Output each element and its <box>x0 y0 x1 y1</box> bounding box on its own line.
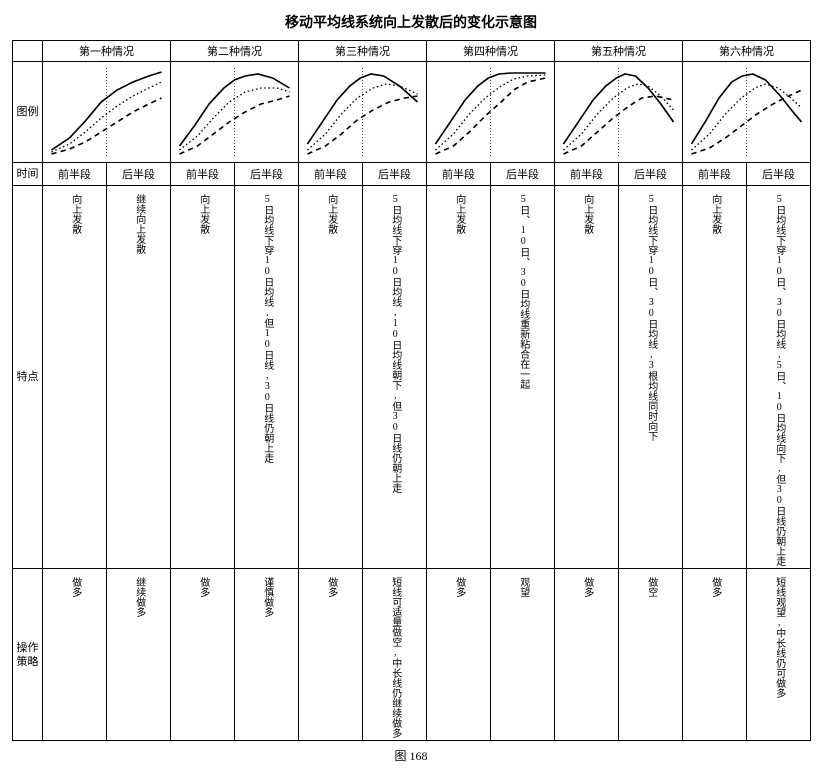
col-header-2: 第二种情况 <box>171 41 299 62</box>
chart-6 <box>683 62 811 163</box>
time-5a: 前半段 <box>555 163 619 186</box>
figure-number: 图 168 <box>12 747 810 764</box>
time-6b: 后半段 <box>747 163 811 186</box>
rowlabel-time: 时间 <box>13 163 43 186</box>
header-row: 第一种情况 第二种情况 第三种情况 第四种情况 第五种情况 第六种情况 <box>13 41 811 62</box>
feat-4b: 5日、10日、30日均线重新粘合在一起 <box>491 186 555 569</box>
feat-5a: 向上发散 <box>555 186 619 569</box>
rowlabel-chart: 图例 <box>13 62 43 163</box>
col-header-6: 第六种情况 <box>683 41 811 62</box>
strat-5b: 做空 <box>619 569 683 741</box>
time-4b: 后半段 <box>491 163 555 186</box>
strat-4b: 观望 <box>491 569 555 741</box>
feat-6b: 5日均线下穿10日、30日均线,5日、10日均线向下,但30日线仍朝上走 <box>747 186 811 569</box>
rowlabel-strategy: 操作策略 <box>13 569 43 741</box>
feat-3b: 5日均线下穿10日均线,10日均线朝下,但30日线仍朝上走 <box>363 186 427 569</box>
chart-3 <box>299 62 427 163</box>
time-6a: 前半段 <box>683 163 747 186</box>
strat-6a: 做多 <box>683 569 747 741</box>
rowlabel-feature: 特点 <box>13 186 43 569</box>
col-header-4: 第四种情况 <box>427 41 555 62</box>
feature-row: 特点 向上发散继续向上发散 向上发散5日均线下穿10日均线,但10日线,30日线… <box>13 186 811 569</box>
strat-3a: 做多 <box>299 569 363 741</box>
chart-2 <box>171 62 299 163</box>
strat-1a: 做多 <box>43 569 107 741</box>
feat-5b: 5日均线下穿10日、30日均线,3根均线同时向下 <box>619 186 683 569</box>
ma-diagram-table: 第一种情况 第二种情况 第三种情况 第四种情况 第五种情况 第六种情况 图例 时… <box>12 40 811 741</box>
page-title: 移动平均线系统向上发散后的变化示意图 <box>12 12 810 32</box>
col-header-1: 第一种情况 <box>43 41 171 62</box>
time-4a: 前半段 <box>427 163 491 186</box>
col-header-5: 第五种情况 <box>555 41 683 62</box>
chart-1 <box>43 62 171 163</box>
time-row: 时间 前半段后半段 前半段后半段 前半段后半段 前半段后半段 前半段后半段 前半… <box>13 163 811 186</box>
feat-2b: 5日均线下穿10日均线,但10日线,30日线仍朝上走 <box>235 186 299 569</box>
feat-3a: 向上发散 <box>299 186 363 569</box>
strat-1b: 继续做多 <box>107 569 171 741</box>
strat-3b: 短线可适量做空,中长线仍继续做多 <box>363 569 427 741</box>
strat-4a: 做多 <box>427 569 491 741</box>
feat-1a: 向上发散 <box>43 186 107 569</box>
strategy-row: 操作策略 做多继续做多 做多谨慎做多 做多短线可适量做空,中长线仍继续做多 做多… <box>13 569 811 741</box>
strat-5a: 做多 <box>555 569 619 741</box>
time-5b: 后半段 <box>619 163 683 186</box>
feat-4a: 向上发散 <box>427 186 491 569</box>
feat-1b: 继续向上发散 <box>107 186 171 569</box>
time-3a: 前半段 <box>299 163 363 186</box>
feat-2a: 向上发散 <box>171 186 235 569</box>
time-2a: 前半段 <box>171 163 235 186</box>
time-3b: 后半段 <box>363 163 427 186</box>
time-2b: 后半段 <box>235 163 299 186</box>
chart-5 <box>555 62 683 163</box>
strat-2a: 做多 <box>171 569 235 741</box>
time-1b: 后半段 <box>107 163 171 186</box>
feat-6a: 向上发散 <box>683 186 747 569</box>
col-header-3: 第三种情况 <box>299 41 427 62</box>
time-1a: 前半段 <box>43 163 107 186</box>
strat-2b: 谨慎做多 <box>235 569 299 741</box>
chart-4 <box>427 62 555 163</box>
chart-row: 图例 <box>13 62 811 163</box>
strat-6b: 短线观望,中长线仍可做多 <box>747 569 811 741</box>
